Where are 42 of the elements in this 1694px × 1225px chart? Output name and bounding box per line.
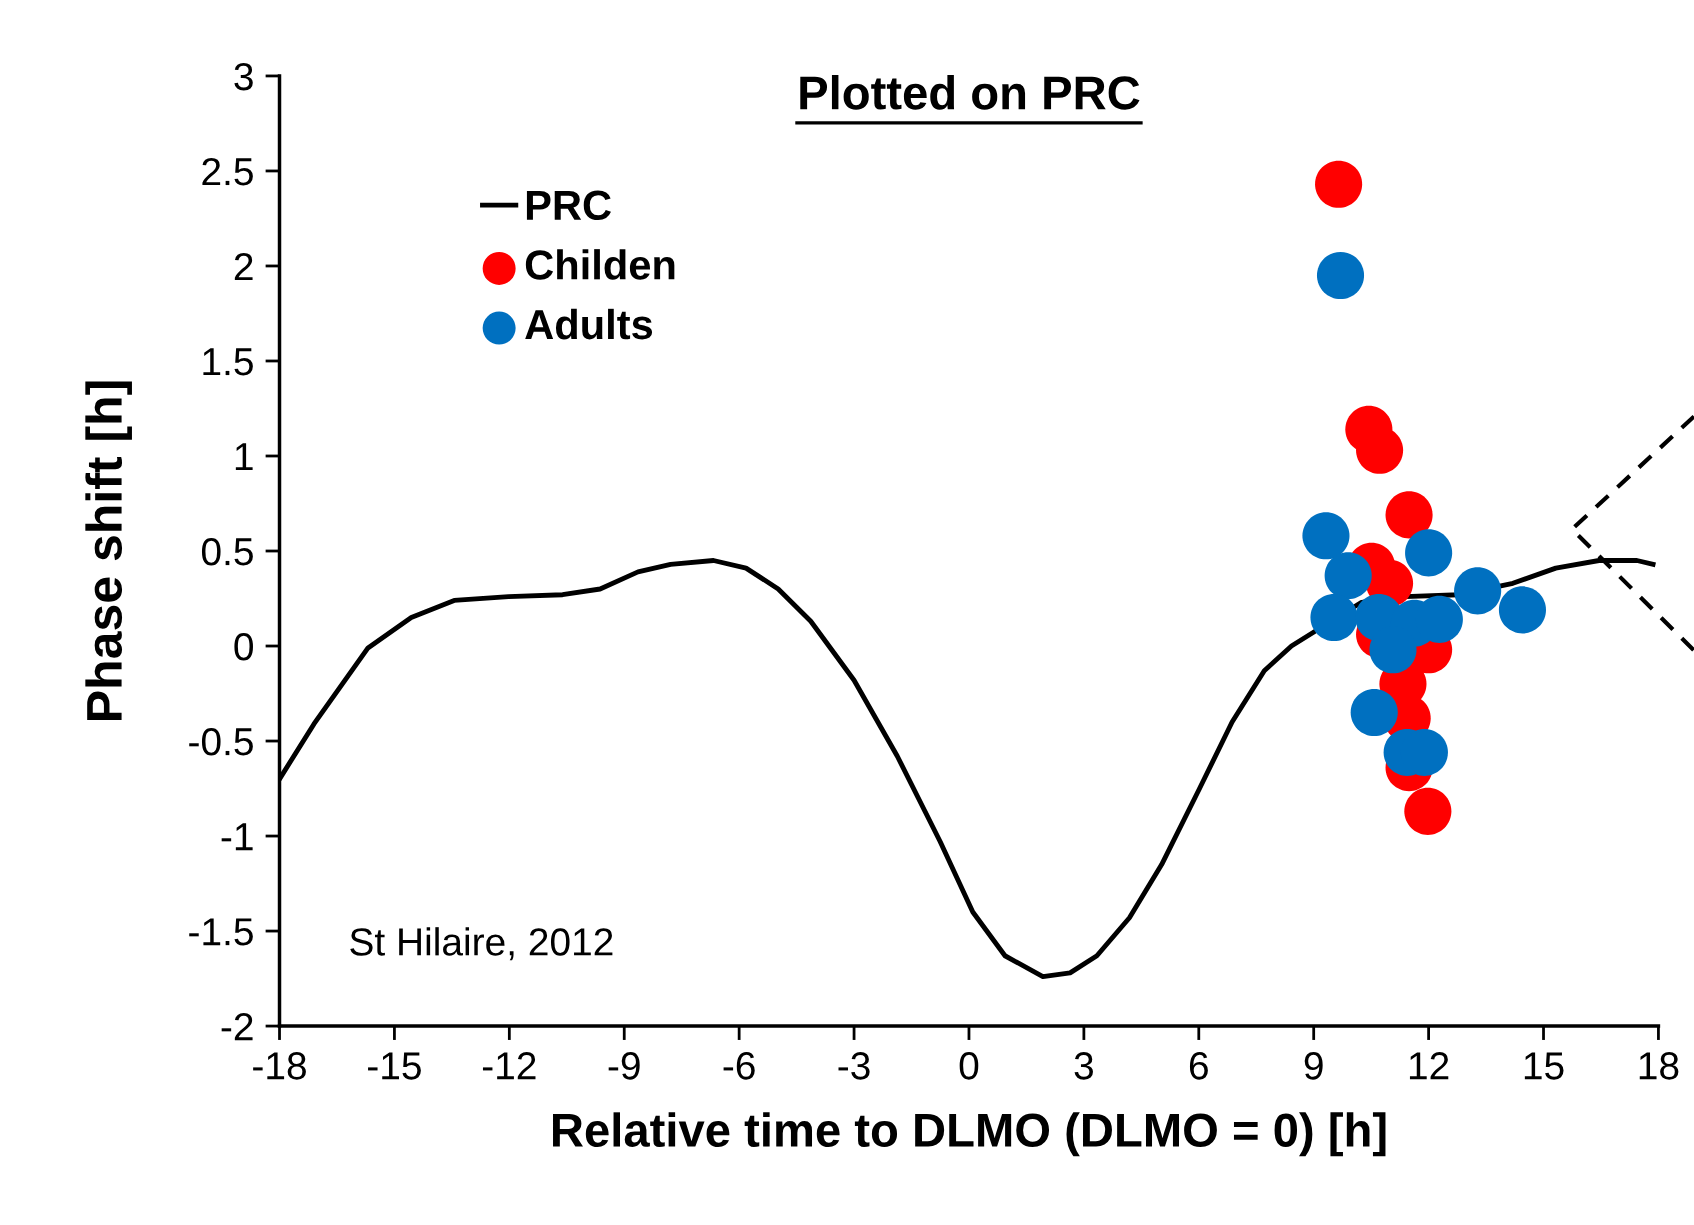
x-tick-label: -9 [608, 1052, 640, 1080]
y-tick-label: 0.5 [201, 537, 253, 566]
x-axis-title: Relative time to DLMO (DLMO = 0) [h] [553, 1112, 1386, 1157]
point [1454, 567, 1502, 615]
point [1350, 688, 1398, 737]
point [1498, 586, 1546, 634]
y-tick-label: 2 [234, 252, 253, 281]
point [1316, 251, 1365, 300]
point [1324, 552, 1372, 600]
annotation: St Hilaire, 2012 [350, 927, 613, 961]
point [1310, 593, 1358, 642]
y-axis-title: Phase shift [h] [85, 381, 132, 720]
x-tick-label: 0 [959, 1052, 979, 1080]
y-tick-label: -1.5 [189, 918, 253, 946]
chart-title: Plotted on PRC [800, 74, 1140, 110]
y-tick-label: -1 [221, 823, 253, 851]
y-tick-label: 1 [235, 443, 253, 471]
x-tick-label: 15 [1524, 1052, 1564, 1080]
legend-label: PRC [526, 190, 611, 221]
y-tick-label: 2.5 [202, 157, 253, 186]
point [1302, 512, 1350, 560]
y-tick-label: 3 [234, 62, 253, 91]
point [1315, 160, 1363, 208]
point [1405, 529, 1453, 577]
x-tick-label: 3 [1074, 1052, 1093, 1080]
point [1385, 491, 1433, 539]
x-tick-label: -6 [723, 1052, 755, 1080]
x-tick-label: 12 [1409, 1052, 1449, 1080]
point [1404, 787, 1452, 835]
x-tick-label: 18 [1639, 1052, 1679, 1080]
x-tick-label: -12 [482, 1052, 536, 1080]
x-tick-label: -3 [838, 1052, 870, 1080]
legend-label: Childen [525, 249, 675, 280]
y-tick-label: 0 [234, 632, 253, 661]
x-tick-label: 9 [1304, 1052, 1323, 1080]
y-tick-label: 1.5 [203, 348, 253, 376]
y-tick-label: -0.5 [189, 727, 253, 756]
x-tick-label: 6 [1189, 1052, 1208, 1080]
x-tick-label: -18 [253, 1052, 306, 1080]
y-tick-label: -2 [221, 1013, 253, 1041]
x-tick-label: -15 [368, 1052, 421, 1080]
legend-label: Adults [525, 308, 653, 340]
